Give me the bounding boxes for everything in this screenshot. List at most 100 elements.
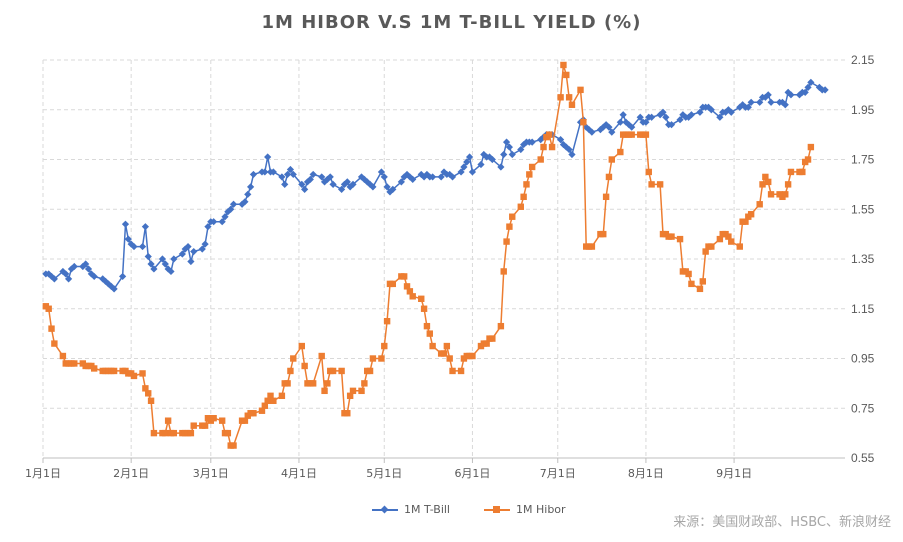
data-point-tbill [343,178,351,186]
data-point-hibor [130,372,138,380]
data-point-tbill [82,260,90,268]
x-tick-label: 6月1日 [454,467,490,480]
series-layer [42,61,829,449]
data-point-hibor [201,422,209,429]
data-point-hibor [298,342,306,350]
data-point-tbill [99,275,107,283]
data-point-hibor [361,380,368,387]
data-point-hibor [48,325,55,332]
data-point-tbill [244,190,252,198]
data-point-hibor [563,71,570,79]
data-point-tbill [249,170,258,179]
data-point-hibor [702,248,709,255]
data-point-tbill [437,173,445,181]
data-point-hibor [59,352,67,360]
data-point-tbill [70,262,78,271]
data-point-tbill [784,88,792,96]
data-point-tbill [502,138,511,146]
data-point-hibor [742,218,749,225]
data-point-hibor [747,211,755,218]
data-point-tbill [170,255,178,263]
data-point-tbill [608,128,616,136]
data-point-hibor [540,143,547,151]
data-point-tbill [642,118,650,126]
data-point-tbill [815,83,824,91]
data-point-hibor [150,429,158,437]
data-point-tbill [557,136,565,144]
data-point-tbill [107,282,115,290]
data-point-tbill [201,240,209,248]
data-point-hibor [429,342,436,350]
data-point-hibor [656,181,664,188]
y-tick-label: 1.95 [851,103,875,117]
data-point-hibor [250,410,257,417]
data-point-hibor [344,410,351,417]
data-point-hibor [324,380,331,387]
data-point-hibor [51,340,58,347]
data-point-hibor [787,168,795,176]
data-point-tbill [121,220,130,228]
data-point-hibor [290,355,297,362]
data-point-tbill [318,173,326,181]
data-point-hibor [403,283,411,290]
data-point-tbill [301,185,309,193]
y-tick-label: 0.75 [851,401,875,415]
data-point-hibor [287,367,294,375]
data-point-hibor [145,390,152,397]
data-point-tbill [138,242,147,251]
data-point-hibor [560,61,567,69]
data-point-tbill [366,180,374,188]
data-point-tbill [110,285,118,293]
data-point-hibor [588,243,596,250]
data-point-tbill [141,223,149,231]
data-point-hibor [446,355,453,362]
data-point-tbill [346,183,354,191]
data-point-hibor [267,392,274,400]
data-point-tbill [500,150,508,159]
data-point-hibor [767,191,775,198]
data-point-hibor [642,131,650,138]
data-point-tbill [147,260,155,268]
data-point-tbill [50,275,58,283]
data-point-hibor [517,203,524,210]
data-point-hibor [497,322,505,330]
data-point-tbill [289,170,297,179]
data-point-hibor [349,387,357,395]
data-point-tbill [761,93,769,101]
data-point-tbill [716,113,724,121]
data-point-tbill [309,170,317,179]
data-point-hibor [147,397,155,404]
data-point-tbill [409,175,417,183]
data-point-hibor [503,238,510,245]
data-point-tbill [420,173,428,181]
data-point-tbill [281,180,289,188]
data-point-hibor [520,193,527,201]
data-point-tbill [724,106,732,114]
data-point-hibor [699,278,707,285]
data-point-hibor [301,362,308,370]
data-point-tbill [756,98,764,106]
data-point-tbill [488,155,496,164]
data-point-tbill [383,183,391,191]
data-point-hibor [321,387,328,395]
data-point-hibor [565,94,573,101]
data-point-tbill [218,218,226,226]
data-point-hibor [187,429,195,437]
data-point-tbill [406,173,414,181]
data-point-hibor [90,365,98,372]
y-tick-label: 2.15 [851,53,875,67]
data-point-hibor [708,243,715,250]
data-point-tbill [349,180,357,188]
data-point-hibor [676,235,684,243]
data-point-tbill [727,108,735,116]
data-point-tbill [619,111,627,119]
data-point-tbill [380,173,388,181]
data-point-tbill [178,250,186,258]
data-point-tbill [562,143,570,151]
data-point-tbill [84,265,93,273]
legend-swatch-tbill [372,505,398,515]
data-point-hibor [443,342,451,350]
data-point-tbill [130,242,138,251]
data-point-tbill [781,101,789,109]
data-point-hibor [284,380,291,387]
